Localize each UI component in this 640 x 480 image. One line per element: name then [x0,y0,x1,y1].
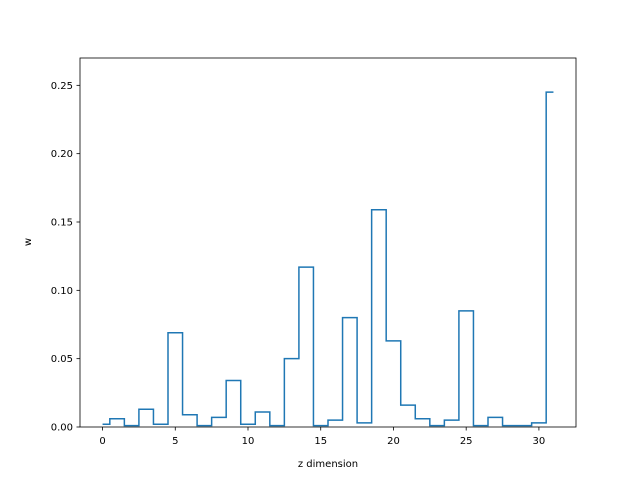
y-tick-label: 0.00 [51,423,73,434]
y-axis: 0.00 0.05 0.10 0.15 0.20 0.25 [51,81,80,434]
x-tick-label: 30 [533,436,546,447]
axes-frame [79,57,577,428]
series-step-line [102,91,554,427]
y-tick-label: 0.25 [51,81,73,92]
x-axis-label: z dimension [298,459,358,470]
x-tick-label: 15 [314,436,327,447]
y-tick-label: 0.05 [51,354,73,365]
y-tick-label: 0.15 [51,218,73,229]
y-tick-label: 0.20 [51,149,73,160]
x-tick-label: 20 [387,436,400,447]
y-axis-label: w [23,238,34,246]
x-tick-label: 5 [172,436,178,447]
plot-area [79,57,577,428]
x-tick-label: 10 [242,436,255,447]
x-axis: 0 5 10 15 20 25 30 [99,427,545,447]
x-tick-label: 25 [460,436,473,447]
y-tick-label: 0.10 [51,286,73,297]
x-tick-label: 0 [99,436,105,447]
